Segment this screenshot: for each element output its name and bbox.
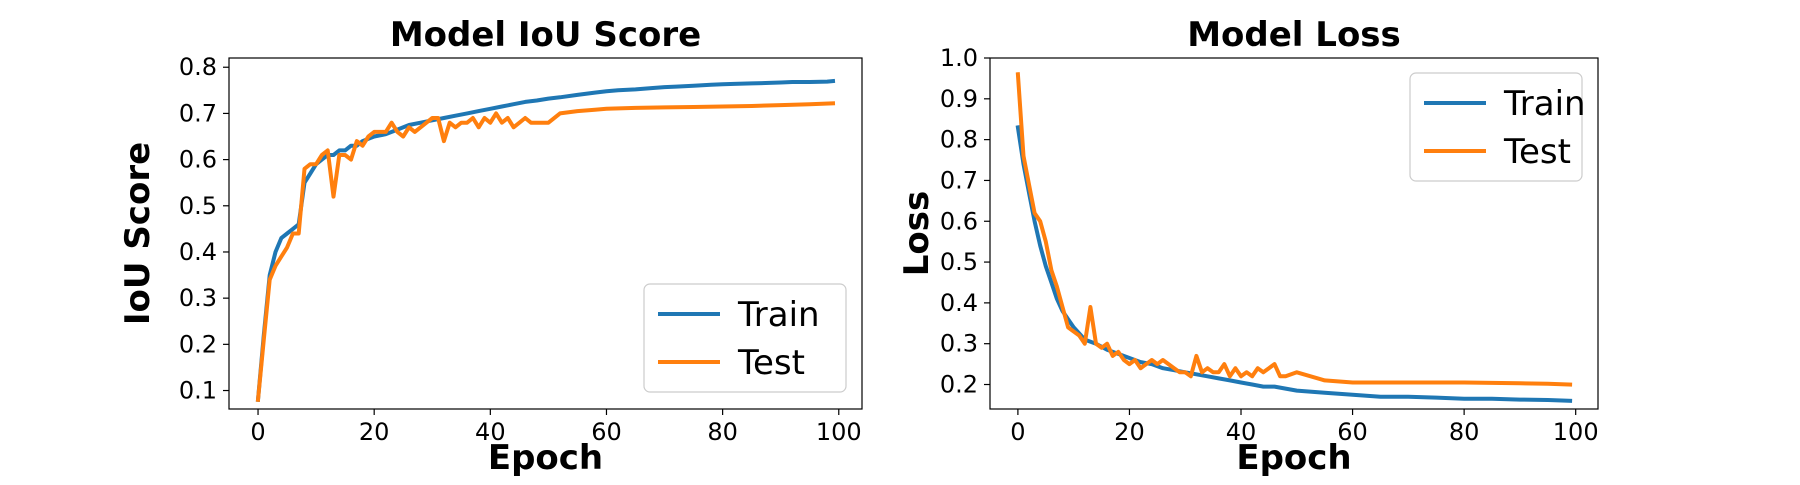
y-tick-label: 0.8 <box>179 53 217 81</box>
y-tick-label: 0.7 <box>179 99 217 127</box>
y-tick-label: 0.4 <box>179 238 217 266</box>
x-tick-label: 80 <box>707 418 738 446</box>
y-tick-label: 0.9 <box>940 85 978 113</box>
legend-label-test: Test <box>1503 132 1571 172</box>
y-tick-label: 0.8 <box>940 126 978 154</box>
legend-label-train: Train <box>1503 84 1586 124</box>
x-tick-label: 20 <box>1114 418 1145 446</box>
x-tick-label: 20 <box>359 418 390 446</box>
x-axis-label: Epoch <box>488 438 603 478</box>
y-tick-label: 0.5 <box>179 192 217 220</box>
legend-box <box>643 283 847 393</box>
legend-label-test: Test <box>737 343 805 383</box>
y-axis-label: Loss <box>897 191 937 277</box>
y-tick-label: 0.2 <box>940 371 978 399</box>
series-line-test <box>1015 72 1573 387</box>
series-line-test <box>255 101 836 402</box>
y-tick-label: 0.3 <box>940 330 978 358</box>
y-axis-label: IoU Score <box>118 142 158 325</box>
legend-label-train: Train <box>737 295 820 335</box>
x-tick-label: 60 <box>591 418 622 446</box>
chart-1: 0 20 40 60 80 100 0.1 0.2 0.3 0.4 0.5 0.6 0.7 0.8 Mode… <box>118 15 863 478</box>
x-tick-label: 40 <box>475 418 506 446</box>
y-tick-label: 0.4 <box>940 289 978 317</box>
chart-title: Model Loss <box>1187 15 1401 55</box>
legend-box <box>1409 72 1583 182</box>
y-tick-label: 1.0 <box>940 44 978 72</box>
axes-frame <box>228 57 863 410</box>
y-tick-label: 0.6 <box>179 146 217 174</box>
legend: Train Test <box>643 283 847 393</box>
chart-2: 0 20 40 60 80 100 0.2 0.3 0.4 0.5 0.6 0.7 0.8 0.9 1.0 M… <box>897 15 1599 478</box>
x-tick-label: 80 <box>1449 418 1480 446</box>
y-tick-label: 0.2 <box>179 330 217 358</box>
y-tick-label: 0.6 <box>940 207 978 235</box>
x-tick-label: 100 <box>1553 418 1599 446</box>
chart-title: Model IoU Score <box>390 15 701 55</box>
legend: Train Test <box>1409 72 1586 182</box>
y-tick-label: 0.5 <box>940 248 978 276</box>
x-tick-label: 60 <box>1337 418 1368 446</box>
x-axis-label: Epoch <box>1236 438 1351 478</box>
x-tick-label: 0 <box>250 418 265 446</box>
x-tick-label: 100 <box>816 418 862 446</box>
x-tick-label: 0 <box>1010 418 1025 446</box>
axes-frame <box>989 57 1599 410</box>
x-tick-label: 40 <box>1226 418 1257 446</box>
y-tick-label: 0.3 <box>179 284 217 312</box>
series-line-train <box>255 78 836 402</box>
y-tick-label: 0.1 <box>179 377 217 405</box>
y-tick-label: 0.7 <box>940 166 978 194</box>
